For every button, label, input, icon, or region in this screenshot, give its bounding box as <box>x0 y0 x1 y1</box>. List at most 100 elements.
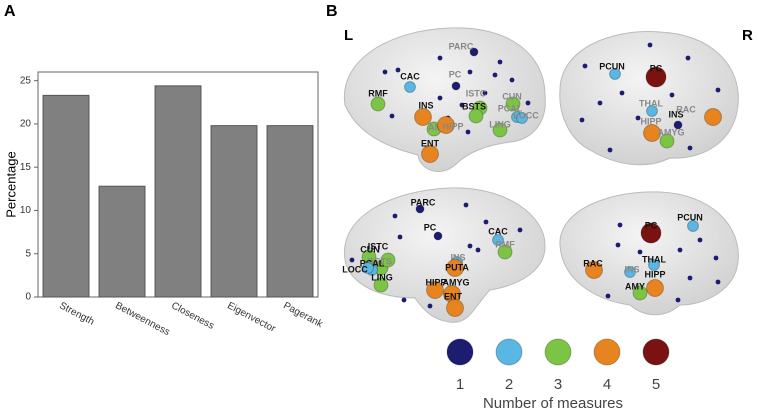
background-node <box>482 90 488 96</box>
background-node <box>467 243 473 249</box>
x-tick-label: Pagerank <box>281 300 325 330</box>
background-node <box>401 297 407 303</box>
node-label: HIPP <box>425 277 446 287</box>
hemisphere-label: R <box>742 27 753 44</box>
node-sphere <box>426 281 444 299</box>
node-sphere <box>505 96 521 112</box>
bar <box>42 94 90 298</box>
background-node <box>427 303 433 309</box>
background-node <box>619 90 625 96</box>
y-tick-label: 20 <box>20 119 32 130</box>
background-node <box>635 115 641 121</box>
node-label: RAC <box>676 104 696 114</box>
node-sphere <box>380 252 396 268</box>
background-node <box>687 275 693 281</box>
node-sphere <box>704 108 722 126</box>
y-tick-label: 15 <box>20 162 32 173</box>
node-sphere <box>468 108 484 124</box>
node-sphere <box>414 108 432 126</box>
background-node <box>392 213 398 219</box>
hemisphere-label: L <box>344 27 353 44</box>
background-node <box>637 249 643 255</box>
background-node <box>397 234 403 240</box>
bar <box>210 125 258 298</box>
node-sphere <box>404 81 416 93</box>
node-sphere <box>370 96 386 112</box>
background-node <box>459 102 465 108</box>
node-label: PCAL <box>360 258 385 268</box>
legend-sphere <box>495 338 523 366</box>
node-label: ENT <box>444 291 463 301</box>
background-node <box>685 55 691 61</box>
background-node <box>675 297 681 303</box>
background-node <box>579 117 585 123</box>
background-node <box>647 42 653 48</box>
node-sphere <box>497 244 513 260</box>
background-node <box>615 242 621 248</box>
y-tick-label: 0 <box>25 292 31 303</box>
node-label: HIPP <box>442 121 463 131</box>
background-node <box>605 293 611 299</box>
node-label: BSTS <box>462 101 486 111</box>
node-label: PCUN <box>677 212 703 222</box>
node-label: CAC <box>488 226 508 236</box>
node-sphere <box>632 285 648 301</box>
node-label: LOCC <box>342 264 368 274</box>
node-sphere <box>673 120 683 130</box>
legend-title: Number of measures <box>483 395 623 411</box>
y-axis-label: Percentage <box>3 151 18 218</box>
x-tick-label: Eigenvector <box>225 300 277 335</box>
node-label: INS <box>418 100 433 110</box>
node-label: THAL <box>642 254 666 264</box>
background-node <box>437 55 443 61</box>
brain-surface <box>343 187 546 323</box>
node-sphere <box>492 122 508 138</box>
node-sphere <box>624 266 636 278</box>
node-label: HIPP <box>644 269 665 279</box>
background-node <box>607 147 613 153</box>
brain-surface <box>559 191 739 316</box>
background-node <box>467 69 473 75</box>
panel-label: B <box>326 3 338 20</box>
node-sphere <box>433 231 443 241</box>
background-node <box>582 63 588 69</box>
node-label: PC <box>650 63 663 73</box>
background-node <box>497 59 503 65</box>
y-tick-label: 25 <box>20 75 32 86</box>
node-label: PC <box>645 220 658 230</box>
panel-label: A <box>4 3 16 20</box>
background-node <box>463 202 469 208</box>
legend-sphere <box>446 338 474 366</box>
node-label: CUN <box>502 91 522 101</box>
background-node <box>713 255 719 261</box>
node-sphere <box>643 124 661 142</box>
node-sphere <box>451 81 461 91</box>
node-sphere <box>646 279 664 297</box>
bar <box>266 125 314 298</box>
background-node <box>492 72 498 78</box>
node-label: CAC <box>400 71 420 81</box>
node-label: INS <box>668 109 683 119</box>
node-sphere <box>421 145 439 163</box>
node-label: RAC <box>583 258 603 268</box>
node-label: RMF <box>495 239 515 249</box>
legend-sphere <box>544 338 572 366</box>
bar <box>154 85 202 298</box>
node-label: LING <box>371 272 393 282</box>
node-label: AMYG <box>658 127 685 137</box>
background-node <box>697 237 703 243</box>
node-label: ISTC <box>466 88 487 98</box>
legend-label: 2 <box>505 376 513 393</box>
node-label: CUN <box>360 244 380 254</box>
node-label: THAL <box>639 98 663 108</box>
background-node <box>525 100 531 106</box>
bar <box>98 185 146 298</box>
background-node <box>677 247 683 253</box>
background-node <box>617 222 623 228</box>
node-label: PCUN <box>599 61 625 71</box>
node-label: ISTC <box>368 241 389 251</box>
node-sphere <box>362 262 374 274</box>
legend-label: 5 <box>652 376 660 393</box>
background-node <box>483 219 489 225</box>
